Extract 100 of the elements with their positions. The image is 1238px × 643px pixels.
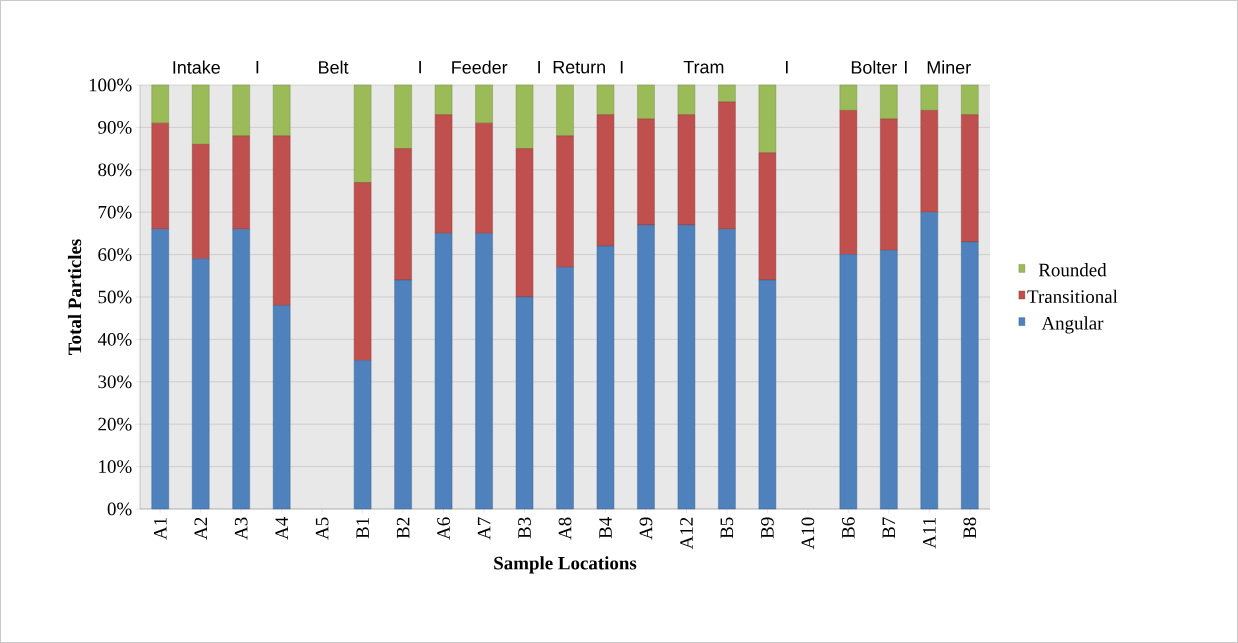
bar (353, 84, 372, 183)
x-tick-label: B1 (356, 517, 369, 539)
bar (718, 84, 736, 103)
bar (232, 135, 250, 230)
bar (718, 228, 736, 510)
bar (475, 233, 493, 510)
x-tick-label: A12 (680, 517, 693, 550)
x-tick-label: A2 (194, 517, 207, 540)
y-tick-label: 90% (98, 120, 132, 134)
x-axis-title: Sample Locations (494, 556, 637, 574)
bar (151, 228, 169, 510)
bar (637, 224, 655, 510)
bar (353, 182, 372, 361)
text: Intake (173, 60, 220, 74)
y-tick-label: 70% (98, 205, 132, 219)
bar (192, 84, 210, 145)
bar (434, 84, 453, 115)
text: I (256, 61, 259, 74)
bar (758, 279, 777, 510)
x-tick-label: A11 (923, 517, 936, 549)
bar (596, 245, 615, 510)
bar (677, 84, 696, 115)
bar (961, 84, 979, 115)
y-axis-title: Total Particles (67, 239, 82, 355)
bar (839, 254, 858, 510)
bar (839, 110, 858, 255)
x-tick-label: B9 (761, 517, 774, 539)
bar (880, 250, 898, 510)
bar (353, 360, 372, 510)
bar (920, 212, 938, 510)
bar (677, 224, 696, 510)
bar (232, 84, 250, 137)
text: Miner (927, 60, 971, 74)
bar (880, 84, 898, 120)
x-tick-label: A3 (234, 517, 248, 540)
bar (475, 84, 493, 124)
y-tick-label: 10% (99, 460, 132, 474)
y-tick-label: 80% (98, 163, 132, 177)
x-tick-label: B6 (841, 517, 855, 539)
bar (272, 305, 291, 510)
y-tick-label: 20% (98, 417, 132, 431)
bar (839, 84, 858, 111)
bar (556, 135, 574, 268)
bar (961, 241, 979, 510)
legend-label: Transitional (1027, 289, 1118, 303)
bar (758, 84, 777, 154)
x-tick-label: A8 (558, 517, 572, 540)
bar (232, 228, 250, 510)
bar (151, 122, 169, 230)
legend-label: Rounded (1038, 263, 1107, 277)
text: I (538, 61, 540, 74)
text: Bolter (851, 60, 897, 74)
legend-label: Angular (1041, 316, 1104, 334)
bar (394, 279, 412, 510)
bar (718, 101, 736, 230)
bar (272, 84, 291, 137)
bar (394, 148, 412, 281)
bar (556, 267, 574, 510)
text: Return (553, 60, 605, 74)
bar (596, 84, 615, 115)
bar (637, 118, 655, 226)
bar (515, 84, 534, 149)
x-tick-label: B3 (518, 517, 531, 539)
text: I (785, 61, 788, 74)
x-tick-label: A9 (639, 517, 653, 540)
y-tick-label: 40% (97, 332, 132, 346)
bar (515, 296, 534, 510)
bar (961, 114, 979, 243)
bar (394, 84, 412, 149)
bar (192, 258, 210, 510)
x-tick-label: A5 (315, 517, 329, 540)
bar (758, 152, 777, 281)
text: I (419, 61, 421, 74)
y-tick-label: 30% (98, 375, 132, 389)
x-tick-label: A10 (801, 517, 815, 550)
bar (677, 114, 696, 226)
x-tick-label: B7 (882, 517, 896, 539)
y-tick-label: 100% (89, 78, 132, 92)
bar (556, 84, 574, 137)
text: I (620, 61, 623, 74)
x-tick-label: A7 (477, 517, 491, 540)
y-tick-label: 0% (107, 502, 132, 516)
x-tick-label: B5 (720, 517, 734, 539)
bar (920, 84, 938, 111)
text: Tram (683, 60, 724, 74)
x-tick-label: B8 (963, 517, 977, 539)
text: Belt (319, 60, 349, 74)
x-tick-label: A6 (437, 517, 450, 540)
bar (920, 110, 938, 213)
y-tick-label: 60% (98, 248, 132, 262)
bar (272, 135, 291, 306)
bar (880, 118, 898, 251)
bar (434, 114, 453, 234)
bar (596, 114, 615, 247)
x-tick-label: A4 (275, 517, 288, 540)
text: Feeder (452, 60, 508, 74)
bar (637, 84, 655, 120)
x-tick-label: A1 (154, 517, 167, 540)
x-tick-label: B4 (599, 517, 612, 539)
bar (151, 84, 169, 124)
